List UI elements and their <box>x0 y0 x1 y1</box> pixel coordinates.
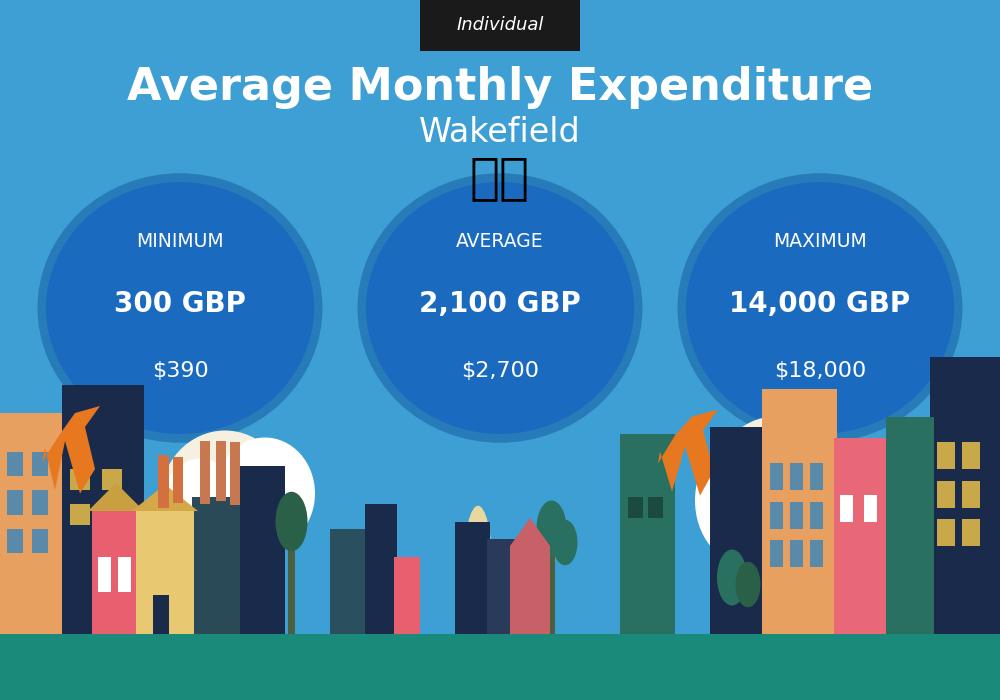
Bar <box>790 540 803 567</box>
Text: AVERAGE: AVERAGE <box>456 232 544 251</box>
Bar <box>102 469 122 490</box>
Bar <box>0 413 68 634</box>
Bar <box>330 528 368 634</box>
Text: MAXIMUM: MAXIMUM <box>773 232 867 251</box>
Bar <box>200 441 210 504</box>
Bar <box>790 502 803 528</box>
Bar <box>7 490 23 514</box>
Bar <box>962 481 980 508</box>
Bar <box>62 385 144 634</box>
Ellipse shape <box>366 182 634 434</box>
Bar <box>70 504 90 525</box>
Ellipse shape <box>717 550 747 606</box>
Text: Average Monthly Expenditure: Average Monthly Expenditure <box>127 66 873 109</box>
Polygon shape <box>42 406 100 494</box>
Bar <box>32 490 48 514</box>
Text: Wakefield: Wakefield <box>419 116 581 150</box>
Ellipse shape <box>46 182 314 434</box>
Bar <box>192 497 244 634</box>
Text: $390: $390 <box>152 361 208 381</box>
Bar <box>710 427 768 634</box>
Ellipse shape <box>160 458 240 556</box>
Bar <box>840 495 853 522</box>
Bar <box>790 463 803 490</box>
Bar <box>834 438 889 634</box>
Bar <box>930 357 1000 634</box>
Ellipse shape <box>686 182 954 434</box>
Bar <box>937 481 955 508</box>
Ellipse shape <box>678 174 962 442</box>
Bar <box>810 502 823 528</box>
Text: 300 GBP: 300 GBP <box>114 290 246 318</box>
Bar <box>92 511 140 634</box>
Polygon shape <box>510 518 550 546</box>
Polygon shape <box>88 483 144 511</box>
Ellipse shape <box>736 561 761 607</box>
Bar <box>136 511 194 634</box>
Bar <box>98 556 111 592</box>
Bar <box>394 556 420 634</box>
Text: $2,700: $2,700 <box>461 361 539 381</box>
Bar <box>770 540 783 567</box>
Bar <box>810 540 823 567</box>
Bar <box>7 528 23 553</box>
Ellipse shape <box>38 174 322 442</box>
Bar <box>173 457 183 503</box>
Text: 14,000 GBP: 14,000 GBP <box>729 290 911 318</box>
Bar <box>7 452 23 476</box>
Bar <box>158 455 169 508</box>
Bar <box>770 463 783 490</box>
Bar <box>886 416 934 634</box>
Bar <box>288 536 295 634</box>
Text: 🇬🇧: 🇬🇧 <box>470 155 530 202</box>
Bar <box>548 542 555 634</box>
Polygon shape <box>658 410 718 496</box>
Text: MINIMUM: MINIMUM <box>136 232 224 251</box>
Bar <box>455 522 490 634</box>
Ellipse shape <box>358 174 642 442</box>
Ellipse shape <box>536 500 566 556</box>
Bar <box>32 528 48 553</box>
Ellipse shape <box>464 505 492 622</box>
Bar <box>216 441 226 500</box>
Ellipse shape <box>755 438 845 542</box>
Ellipse shape <box>552 519 578 566</box>
Ellipse shape <box>215 438 315 550</box>
Text: $18,000: $18,000 <box>774 361 866 381</box>
Bar <box>240 466 285 634</box>
Bar <box>864 495 877 522</box>
Bar <box>487 539 517 634</box>
Bar <box>937 519 955 546</box>
Ellipse shape <box>276 491 308 552</box>
Bar <box>628 497 643 518</box>
Bar <box>153 595 169 634</box>
Bar <box>230 442 240 505</box>
Polygon shape <box>132 484 198 511</box>
Ellipse shape <box>710 416 840 570</box>
Bar <box>962 519 980 546</box>
Bar <box>365 504 397 634</box>
Ellipse shape <box>160 430 290 570</box>
Bar <box>70 469 90 490</box>
Bar <box>937 442 955 469</box>
Text: Individual: Individual <box>456 15 544 34</box>
Bar <box>770 502 783 528</box>
Bar <box>118 556 131 592</box>
Bar <box>0 634 1000 700</box>
Bar <box>620 434 675 634</box>
Bar <box>648 497 663 518</box>
Bar <box>32 452 48 476</box>
Ellipse shape <box>695 438 795 564</box>
Bar <box>510 546 550 634</box>
Bar <box>102 504 122 525</box>
Bar <box>810 463 823 490</box>
Bar <box>762 389 837 634</box>
Bar <box>962 442 980 469</box>
FancyBboxPatch shape <box>420 0 580 51</box>
Text: 2,100 GBP: 2,100 GBP <box>419 290 581 318</box>
